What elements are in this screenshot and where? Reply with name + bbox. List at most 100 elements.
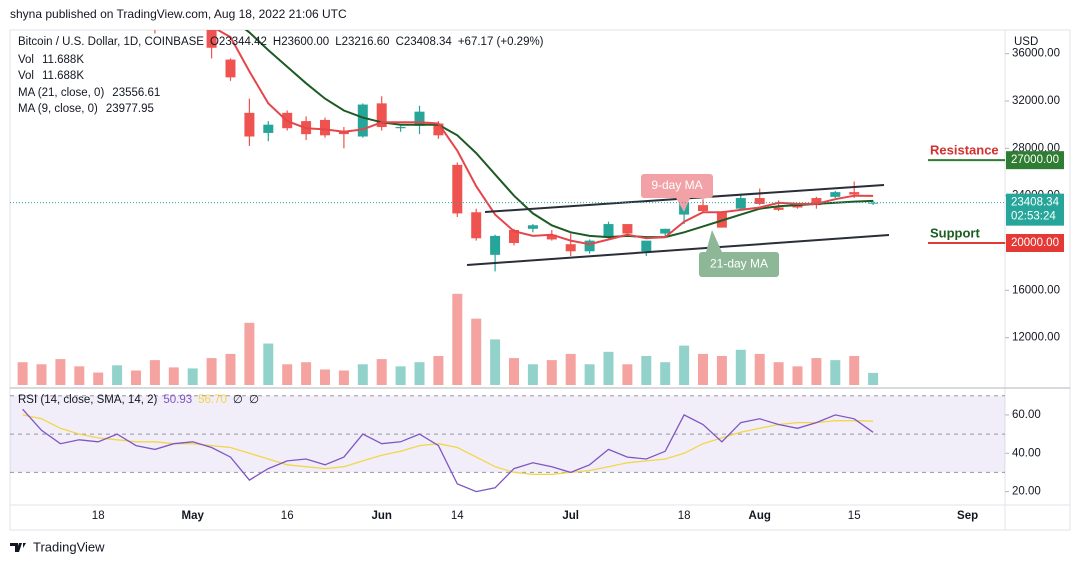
volume-bar bbox=[263, 343, 274, 385]
level-value: 27000.00 bbox=[1011, 154, 1059, 166]
candle-body bbox=[490, 235, 501, 255]
volume-bar bbox=[735, 349, 746, 385]
volume-bar bbox=[811, 358, 822, 385]
x-tick-label: Aug bbox=[749, 510, 771, 522]
volume-bar bbox=[603, 351, 614, 385]
level-value: 20000.00 bbox=[1011, 237, 1059, 249]
volume-bar bbox=[471, 318, 482, 385]
level-name: Resistance bbox=[930, 143, 999, 158]
x-tick-label: Jun bbox=[371, 510, 391, 522]
rsi-legend-value: ∅ bbox=[233, 394, 243, 406]
candle-body bbox=[244, 112, 255, 137]
candle-body bbox=[263, 124, 274, 133]
volume-bar bbox=[698, 353, 708, 385]
volume-bar bbox=[490, 339, 501, 385]
volume-bar bbox=[225, 353, 236, 385]
x-tick-label: 16 bbox=[281, 510, 294, 522]
symbol-title: Bitcoin / U.S. Dollar, 1D, COINBASE bbox=[18, 36, 204, 48]
ohlc-value: H23600.00 bbox=[273, 36, 329, 48]
candle-body bbox=[320, 119, 330, 136]
volume-bar bbox=[168, 367, 179, 385]
volume-bar bbox=[509, 358, 519, 385]
volume-bar bbox=[622, 364, 633, 385]
annotation-text: 21-day MA bbox=[710, 257, 768, 271]
candle-body bbox=[641, 240, 652, 252]
published-line: shyna published on TradingView.com, Aug … bbox=[10, 7, 347, 21]
candle-body bbox=[735, 198, 746, 209]
volume-layer bbox=[17, 293, 879, 385]
annotation-text: 9-day MA bbox=[651, 178, 702, 192]
level-box bbox=[1006, 151, 1064, 170]
level-box bbox=[1006, 234, 1064, 252]
candle-body bbox=[546, 234, 557, 240]
volume-bar bbox=[112, 365, 123, 385]
ohlc-value: O23344.42 bbox=[210, 36, 267, 48]
candle-body bbox=[584, 240, 595, 252]
candle-body bbox=[698, 205, 708, 212]
candle-body bbox=[773, 207, 784, 210]
price-layer bbox=[154, 30, 879, 272]
candle-body bbox=[603, 224, 614, 238]
candle-body bbox=[660, 228, 671, 234]
moving-average bbox=[244, 30, 874, 239]
volume-bar bbox=[187, 368, 198, 385]
currency: USD bbox=[1014, 36, 1038, 48]
candle-body bbox=[849, 192, 860, 195]
countdown: 02:53:24 bbox=[1011, 211, 1056, 223]
volume-bar bbox=[584, 364, 595, 385]
last-price-box bbox=[1006, 193, 1064, 226]
frame bbox=[9, 29, 1071, 531]
volume-bar bbox=[830, 360, 841, 385]
ohlc-value: +67.17 (+0.29%) bbox=[458, 36, 544, 48]
channel-lower bbox=[466, 234, 890, 266]
annotation-pointer bbox=[706, 230, 722, 252]
rsi-layer: RSI (14, close, SMA, 14, 2) 50.93 56.70 ∅ ∅ bbox=[10, 394, 1005, 493]
volume-legend-value: 11.688K bbox=[42, 70, 84, 82]
x-tick-label: May bbox=[182, 510, 205, 522]
x-tick-label: 18 bbox=[678, 510, 691, 522]
rsi-legend-value: 56.70 bbox=[198, 394, 227, 406]
volume-bar bbox=[149, 360, 160, 385]
volume-bar bbox=[679, 345, 690, 385]
moving-average bbox=[215, 30, 874, 246]
brand-name: TradingView bbox=[33, 539, 105, 554]
candle-body bbox=[225, 59, 236, 78]
x-tick-label: 18 bbox=[92, 510, 105, 522]
volume-bar bbox=[74, 366, 85, 385]
candle-body bbox=[395, 127, 406, 129]
candle-body bbox=[206, 30, 217, 48]
candle-body bbox=[622, 224, 633, 234]
annotation-box bbox=[699, 252, 779, 277]
rsi-title: RSI (14, close, SMA, 14, 2) bbox=[18, 394, 158, 406]
ma-legend-value: 23556.61 bbox=[112, 87, 160, 99]
volume-bar bbox=[244, 322, 255, 385]
level-name: Support bbox=[930, 225, 980, 240]
y-tick-label: 32000.00 bbox=[1012, 95, 1060, 107]
candle-body bbox=[565, 244, 576, 252]
volume-bar bbox=[868, 372, 879, 385]
volume-bar bbox=[206, 358, 217, 385]
candle-body bbox=[527, 225, 538, 229]
volume-bar bbox=[282, 364, 293, 385]
volume-bar bbox=[320, 369, 330, 385]
volume-bar bbox=[17, 362, 28, 385]
last-price-label: 23408.34 bbox=[1011, 197, 1060, 209]
rsi-legend-value: 50.93 bbox=[163, 394, 192, 406]
candle-body bbox=[811, 198, 822, 206]
candle-body bbox=[471, 212, 482, 239]
ma-legend-value: 23977.95 bbox=[106, 103, 154, 115]
candle-body bbox=[792, 205, 803, 208]
annotation-pointer bbox=[676, 198, 690, 212]
ma-legend-name: MA (9, close, 0) bbox=[18, 103, 98, 115]
volume-bar bbox=[773, 362, 784, 385]
candle-body bbox=[357, 104, 368, 137]
brand-logo bbox=[10, 543, 26, 552]
volume-legend-name: Vol bbox=[18, 70, 34, 82]
rsi-line bbox=[22, 408, 874, 493]
volume-legend-name: Vol bbox=[18, 54, 34, 66]
rsi-tick-label: 20.00 bbox=[1012, 486, 1041, 498]
volume-bar bbox=[55, 359, 66, 385]
volume-bar bbox=[849, 355, 860, 385]
